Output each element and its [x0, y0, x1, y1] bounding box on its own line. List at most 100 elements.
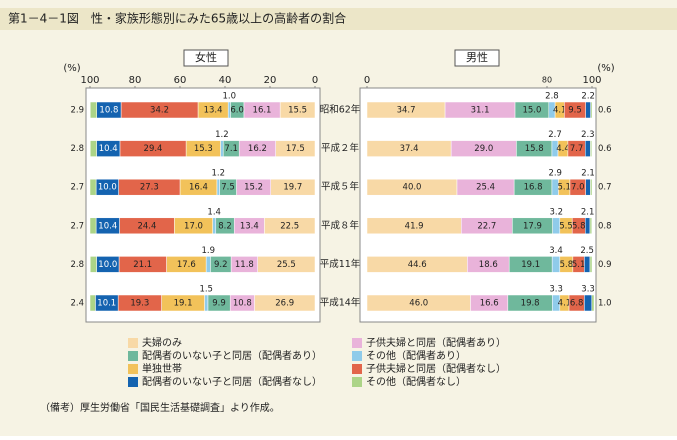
- value-label: 37.4: [400, 144, 419, 154]
- bar-segment: [212, 217, 217, 235]
- value-label: 22.5: [280, 221, 299, 231]
- value-label: 21.1: [133, 260, 152, 270]
- bar-segment: [89, 178, 97, 196]
- bar-segment: [585, 101, 591, 119]
- page-title: 第1－4－1図 性・家族形態別にみた65歳以上の高齢者の割合: [8, 11, 346, 26]
- title-bar: [0, 8, 677, 30]
- bar-segment: [89, 217, 97, 235]
- value-label: 4.4: [556, 144, 570, 154]
- bar-segment: [89, 140, 97, 157]
- value-label: 2.9: [70, 106, 84, 116]
- value-label: 2.1: [581, 169, 595, 179]
- value-label: 25.5: [277, 260, 296, 270]
- value-label: 2.8: [70, 144, 84, 154]
- value-label: 3.2: [549, 207, 563, 217]
- value-label: 2.9: [548, 169, 562, 179]
- bar-segment: [584, 294, 593, 312]
- value-label: 40.0: [403, 183, 422, 193]
- value-label: 2.8: [545, 92, 559, 102]
- legend-swatch: [352, 351, 362, 361]
- source-note: （備考）厚生労働省「国民生活基礎調査」より作成。: [40, 401, 280, 414]
- bar-segment: [590, 101, 593, 119]
- category-label: 昭和62年: [320, 104, 361, 116]
- value-label: 22.7: [477, 221, 496, 231]
- value-label: 5.8: [560, 260, 574, 270]
- value-label: 5.1: [572, 260, 586, 270]
- value-label: 4.1: [553, 106, 567, 116]
- value-label: 2.4: [70, 299, 84, 309]
- value-label: 13.4: [240, 221, 259, 231]
- legend-label: その他（配偶者なし）: [366, 375, 466, 388]
- x-tick-label: 60: [174, 75, 187, 86]
- value-label: 11.8: [235, 260, 254, 270]
- legend-swatch: [128, 338, 138, 348]
- value-label: 2.7: [548, 130, 562, 140]
- panel-title: 女性: [195, 50, 217, 64]
- value-label: 1.0: [598, 299, 612, 309]
- panel-frame: [85, 87, 321, 323]
- value-label: 1.4: [207, 207, 221, 217]
- bar-segment: [585, 178, 591, 196]
- value-label: 19.3: [130, 299, 149, 309]
- value-label: 2.7: [70, 221, 84, 231]
- x-tick-label: 20: [264, 75, 277, 86]
- value-label: 8.2: [218, 221, 232, 231]
- panel-title: 男性: [466, 50, 488, 64]
- legend-label: その他（配偶者あり）: [366, 349, 466, 362]
- panel-frame: [359, 87, 597, 323]
- panel-header-box: [183, 49, 229, 67]
- value-label: 1.0: [223, 92, 237, 102]
- value-label: 7.5: [221, 183, 235, 193]
- value-label: 2.7: [70, 183, 84, 193]
- bar-segment: [205, 256, 211, 273]
- value-label: 7.0: [571, 183, 585, 193]
- value-label: 24.4: [137, 221, 156, 231]
- x-tick-label: 40: [219, 75, 232, 86]
- legend-label: 単独世帯: [142, 362, 182, 375]
- value-label: 16.1: [253, 106, 272, 116]
- bar-segment: [89, 294, 96, 312]
- category-label: 平成11年: [320, 258, 361, 270]
- value-label: 1.5: [199, 285, 213, 295]
- value-label: 5.1: [557, 183, 571, 193]
- value-label: 31.1: [471, 106, 490, 116]
- value-label: 17.9: [523, 221, 542, 231]
- value-label: 15.0: [522, 106, 541, 116]
- value-label: 0.7: [598, 183, 612, 193]
- value-label: 19.8: [521, 299, 540, 309]
- value-label: 19.1: [521, 260, 540, 270]
- panel-header-box: [454, 49, 500, 67]
- value-label: 10.0: [98, 183, 117, 193]
- value-label: 19.7: [283, 183, 302, 193]
- value-label: 5.5: [559, 221, 573, 231]
- legend-swatch: [352, 377, 362, 387]
- value-label: 15.8: [525, 144, 544, 154]
- legend-label: 夫婦のみ: [142, 337, 182, 349]
- value-label: 18.6: [479, 260, 498, 270]
- bar-segment: [89, 256, 97, 273]
- bar-segment: [585, 140, 591, 157]
- value-label: 7.7: [570, 144, 584, 154]
- value-label: 4.1: [558, 299, 572, 309]
- x-tick-label: 100: [80, 75, 99, 86]
- category-label: 平成５年: [321, 181, 360, 193]
- legend-swatch: [128, 364, 138, 374]
- legend-label: 配偶者のいない子と同居（配偶者あり）: [142, 349, 322, 362]
- x-tick-label: 100: [582, 75, 601, 86]
- value-label: 9.2: [214, 260, 228, 270]
- bar-segment: [589, 256, 593, 273]
- bar-segment: [227, 101, 231, 119]
- legend-label: 配偶者のいない子と同居（配偶者なし）: [142, 375, 322, 388]
- value-label: 17.6: [177, 260, 196, 270]
- value-label: 2.1: [581, 207, 595, 217]
- value-label: 13.4: [204, 106, 223, 116]
- value-label: 1.2: [211, 169, 225, 179]
- value-label: 2.2: [581, 92, 595, 102]
- value-label: 26.9: [275, 299, 294, 309]
- value-label: 17.0: [184, 221, 203, 231]
- value-label: 3.3: [581, 285, 595, 295]
- value-label: 10.8: [233, 299, 252, 309]
- value-label: 2.8: [70, 260, 84, 270]
- value-label: 0.8: [598, 221, 612, 231]
- value-label: 0.6: [598, 144, 612, 154]
